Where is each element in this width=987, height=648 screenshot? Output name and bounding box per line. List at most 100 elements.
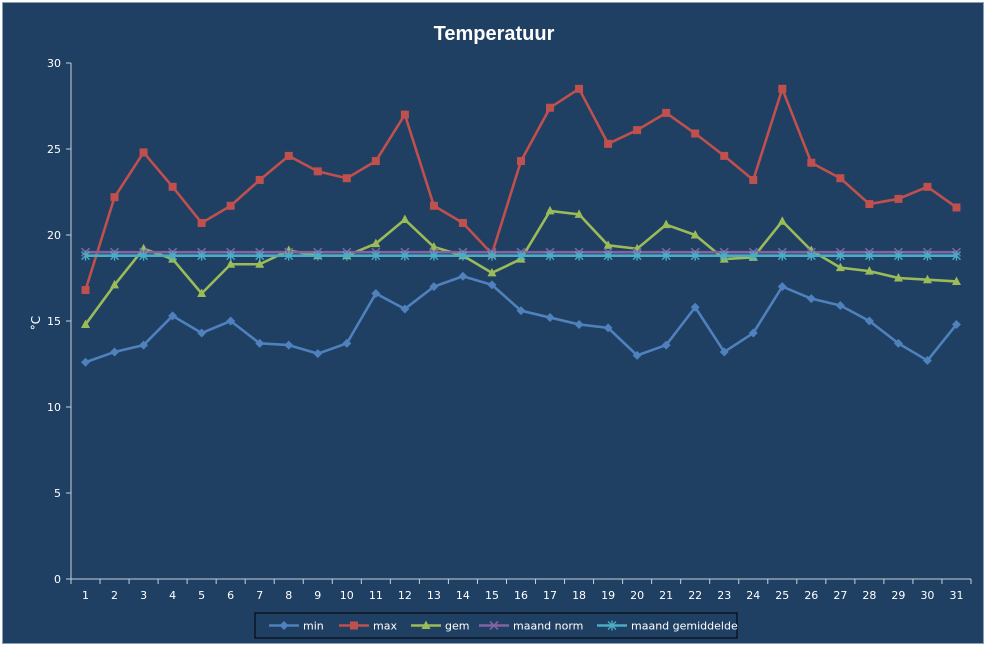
x-tick-label: 14: [456, 589, 470, 602]
data-point-max: [110, 193, 119, 202]
data-point-maand-gemiddelde: [864, 250, 874, 261]
data-point-maand-gemiddelde: [342, 250, 352, 261]
data-point-maand-gemiddelde: [632, 250, 642, 261]
legend-label-max: max: [373, 620, 397, 633]
data-point-min: [168, 311, 178, 321]
data-point-max: [371, 157, 380, 166]
x-tick-label: 12: [398, 589, 412, 602]
x-tick-label: 9: [314, 589, 321, 602]
data-point-maand-gemiddelde: [284, 250, 294, 261]
data-point-gem: [690, 230, 700, 239]
data-point-max: [197, 218, 206, 227]
data-point-max: [342, 174, 351, 183]
x-tick-label: 29: [891, 589, 905, 602]
data-point-maand-gemiddelde: [371, 250, 381, 261]
x-tick-label: 13: [427, 589, 441, 602]
legend-label-min: min: [303, 620, 324, 633]
y-axis-label: °C: [29, 316, 43, 330]
x-tick-label: 27: [833, 589, 847, 602]
data-point-gem: [922, 274, 932, 284]
x-tick-label: 22: [688, 589, 702, 602]
data-point-min: [661, 340, 671, 350]
data-point-min: [313, 349, 323, 359]
data-point-min: [81, 357, 91, 367]
x-tick-label: 28: [862, 589, 876, 602]
legend-marker-maand-norm: [489, 620, 499, 631]
data-point-maand-gemiddelde: [168, 250, 178, 261]
data-point-max: [400, 110, 409, 119]
data-point-gem: [110, 279, 120, 289]
legend-marker-max: [350, 621, 358, 630]
data-point-gem: [603, 240, 613, 249]
x-tick-label: 3: [140, 589, 147, 602]
chart-title: Temperatuur: [434, 23, 555, 45]
data-point-max: [778, 84, 787, 93]
data-point-min: [197, 328, 207, 338]
data-point-gem: [255, 259, 265, 268]
legend-marker-gem: [421, 620, 431, 629]
series-layer: [80, 84, 962, 367]
x-tick-label: 16: [514, 589, 528, 602]
data-point-min: [690, 302, 700, 312]
data-point-gem: [661, 219, 671, 229]
data-point-min: [458, 271, 468, 281]
x-tick-label: 31: [949, 589, 963, 602]
data-point-gem: [371, 238, 381, 248]
legend-marker-maand-gemiddelde: [607, 620, 617, 631]
data-point-gem: [226, 259, 236, 268]
data-point-gem: [197, 288, 207, 297]
data-point-maand-gemiddelde: [951, 250, 961, 261]
data-point-max: [429, 201, 438, 210]
legend-box: [254, 612, 738, 639]
x-tick-label: 30: [920, 589, 934, 602]
data-point-gem: [487, 267, 497, 277]
data-point-gem: [951, 276, 961, 285]
data-point-max: [720, 151, 729, 160]
y-tick-label: 10: [47, 401, 61, 414]
data-point-min: [487, 280, 497, 290]
data-point-gem: [777, 216, 787, 225]
data-point-min: [400, 304, 410, 314]
data-point-min: [893, 338, 903, 348]
x-tick-label: 25: [775, 589, 789, 602]
data-point-max: [517, 157, 525, 166]
data-point-min: [371, 288, 381, 298]
legend-marker-min: [279, 621, 289, 630]
x-tick-label: 24: [746, 589, 760, 602]
data-point-maand-gemiddelde: [661, 250, 671, 261]
y-tick-label: 0: [54, 573, 61, 586]
x-tick-label: 11: [369, 589, 383, 602]
y-tick-label: 15: [47, 315, 61, 328]
x-tick-label: 15: [485, 589, 499, 602]
data-point-maand-gemiddelde: [545, 250, 555, 261]
data-point-min: [835, 301, 845, 311]
y-tick-label: 20: [47, 229, 61, 242]
data-point-maand-gemiddelde: [139, 250, 149, 261]
data-point-min: [139, 340, 149, 350]
data-point-min: [429, 282, 439, 292]
y-tick-label: 25: [47, 143, 61, 156]
data-point-min: [110, 347, 120, 357]
data-point-gem: [574, 209, 584, 218]
data-point-max: [226, 201, 235, 210]
data-point-max: [546, 103, 555, 112]
data-point-max: [865, 200, 874, 209]
data-point-min: [226, 316, 236, 326]
data-point-maand-gemiddelde: [110, 250, 120, 261]
data-point-max: [807, 158, 816, 167]
data-point-gem: [893, 273, 903, 282]
data-point-min: [516, 306, 526, 316]
data-point-maand-gemiddelde: [922, 250, 932, 261]
series-maand-gemiddelde: [81, 250, 961, 261]
data-point-min: [284, 340, 294, 350]
legend-label-maand-norm: maand norm: [513, 620, 583, 633]
data-point-min: [719, 347, 729, 357]
x-tick-label: 7: [256, 589, 263, 602]
x-tick-label: 17: [543, 589, 557, 602]
x-tick-label: 20: [630, 589, 644, 602]
x-tick-label: 1: [82, 589, 89, 602]
data-point-min: [951, 319, 961, 329]
data-point-max: [81, 286, 90, 295]
